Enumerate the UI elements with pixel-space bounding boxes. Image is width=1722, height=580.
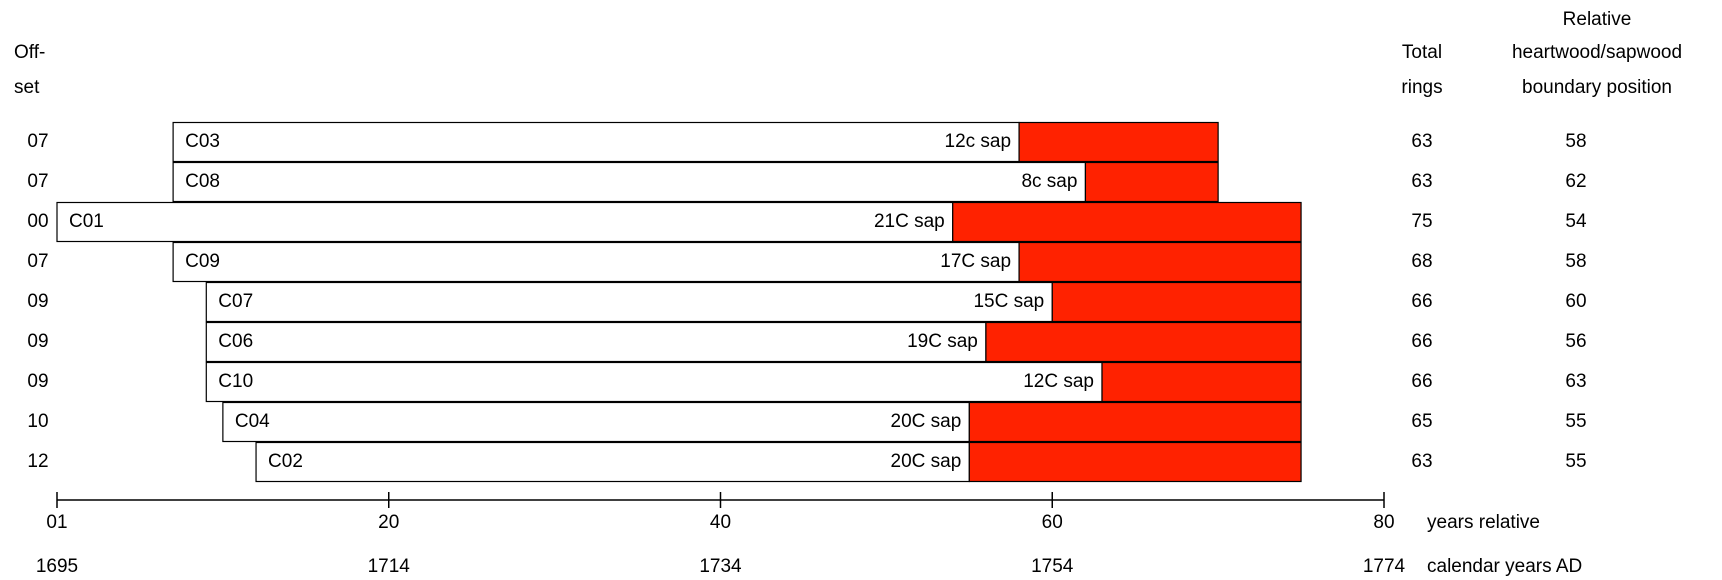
offset-label: 07 [27,251,48,272]
sample-label: C07 [218,291,253,312]
sapwood-bar [1018,241,1302,283]
x-tick-label: 40 [710,512,731,533]
sap-label: 20C sap [891,411,962,432]
heartwood-bar [205,361,1103,403]
x-tick-label: 60 [1042,512,1063,533]
x2-tick-label: 1734 [699,556,742,577]
sap-label: 15C sap [973,291,1044,312]
offset-label: 10 [27,411,48,432]
offset-label: 09 [27,371,48,392]
sap-label: 19C sap [907,331,978,352]
rings-value: 66 [1411,371,1432,392]
x2-tick-label: 1754 [1031,556,1074,577]
boundary-value: 55 [1565,411,1586,432]
rings-value: 63 [1411,131,1432,152]
sapwood-bar [1051,281,1302,323]
heartwood-bar [222,401,970,443]
column-header: set [14,77,40,98]
x-tick-label: 20 [378,512,399,533]
sample-label: C10 [218,371,253,392]
sample-label: C06 [218,331,253,352]
column-header: Total [1402,42,1442,63]
rings-value: 63 [1411,451,1432,472]
offset-label: 07 [27,171,48,192]
offset-label: 07 [27,131,48,152]
offset-label: 12 [27,451,48,472]
sample-label: C08 [185,171,220,192]
boundary-value: 63 [1565,371,1586,392]
sapwood-bar [952,201,1302,243]
offset-label: 09 [27,291,48,312]
boundary-value: 58 [1565,251,1586,272]
boundary-value: 55 [1565,451,1586,472]
sapwood-bar [1018,121,1219,163]
sapwood-bar [1101,361,1302,403]
x2-tick-label: 1695 [36,556,78,577]
sap-label: 20C sap [891,451,962,472]
boundary-value: 54 [1565,211,1587,232]
sapwood-bar [968,441,1302,483]
offset-label: 00 [27,211,48,232]
boundary-value: 56 [1565,331,1586,352]
rings-value: 66 [1411,331,1432,352]
rings-value: 63 [1411,171,1432,192]
boundary-value: 60 [1565,291,1586,312]
sapwood-bar [968,401,1302,443]
x2-axis-label: calendar years AD [1427,556,1582,577]
x-tick-label: 01 [46,512,67,533]
sap-label: 21C sap [874,211,945,232]
column-header: Off- [14,42,45,63]
sample-label: C02 [268,451,303,472]
heartwood-bar [172,241,1020,283]
sap-label: 12C sap [1023,371,1094,392]
rings-value: 68 [1411,251,1432,272]
rings-value: 66 [1411,291,1432,312]
column-header: rings [1401,77,1442,98]
heartwood-bar [205,321,987,363]
x-axis-label: years relative [1427,512,1540,533]
sapwood-bar [985,321,1302,363]
column-header: boundary position [1522,77,1672,98]
sapwood-bar [1084,161,1219,203]
x2-tick-label: 1714 [368,556,411,577]
column-header: Relative [1563,9,1632,30]
heartwood-bar [172,121,1020,163]
boundary-value: 62 [1565,171,1586,192]
column-header: heartwood/sapwood [1512,42,1682,63]
sap-label: 8c sap [1021,171,1077,192]
heartwood-bar [56,201,954,243]
sample-label: C09 [185,251,220,272]
x-tick-label: 80 [1373,512,1394,533]
rings-value: 65 [1411,411,1432,432]
offset-label: 09 [27,331,48,352]
boundary-value: 58 [1565,131,1586,152]
heartwood-bar [172,161,1087,203]
rings-value: 75 [1411,211,1432,232]
x2-tick-label: 1774 [1363,556,1406,577]
sap-label: 12c sap [945,131,1012,152]
sap-label: 17C sap [940,251,1011,272]
sample-label: C03 [185,131,220,152]
sample-label: C04 [235,411,270,432]
heartwood-bar [205,281,1053,323]
sample-label: C01 [69,211,104,232]
heartwood-bar [255,441,970,483]
